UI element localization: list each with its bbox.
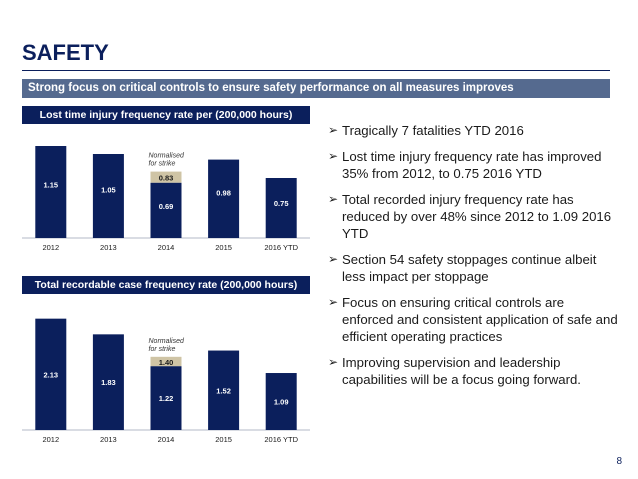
- bar-value-label: 2.13: [43, 370, 58, 379]
- bar-value-label: 0.98: [216, 189, 231, 198]
- normalised-annotation: Normalised: [149, 153, 186, 160]
- category-tick-label: 2013: [100, 243, 117, 252]
- bullet-text: Total recorded injury frequency rate has…: [342, 192, 612, 241]
- chart2-title: Total recordable case frequency rate (20…: [22, 276, 310, 294]
- normalised-annotation: Normalised: [149, 338, 186, 345]
- category-tick-label: 2014: [158, 243, 175, 252]
- bar-value-label: 1.52: [216, 386, 231, 395]
- bar-value-label: 1.09: [274, 398, 289, 407]
- category-tick-label: 2012: [42, 243, 59, 252]
- arrow-bullet-icon: ➢: [328, 149, 339, 163]
- category-tick-label: 2015: [215, 243, 232, 252]
- bullet-text: Improving supervision and leadership cap…: [342, 355, 581, 387]
- normalised-annotation: for strike: [149, 346, 176, 353]
- bar-2016-ytd: [265, 178, 297, 238]
- bullet-text: Focus on ensuring critical controls are …: [342, 295, 618, 344]
- bar-value-label: 1.83: [101, 378, 116, 387]
- bullet-text: Lost time injury frequency rate has impr…: [342, 149, 602, 181]
- arrow-bullet-icon: ➢: [328, 355, 339, 369]
- bar-value-label: 1.15: [43, 181, 58, 190]
- chart1-title: Lost time injury frequency rate per (200…: [22, 106, 310, 124]
- normalised-value-label: 0.83: [159, 174, 174, 183]
- bar-value-label: 0.75: [274, 199, 289, 208]
- bullet-text: Section 54 safety stoppages continue alb…: [342, 252, 597, 284]
- bullet-text: Tragically 7 fatalities YTD 2016: [342, 123, 524, 138]
- category-tick-label: 2014: [158, 435, 175, 444]
- summary-banner: Strong focus on critical controls to ens…: [22, 79, 610, 98]
- bar-value-label: 1.22: [159, 394, 174, 403]
- arrow-bullet-icon: ➢: [328, 295, 339, 309]
- arrow-bullet-icon: ➢: [328, 192, 339, 206]
- bullet-item: ➢ Tragically 7 fatalities YTD 2016: [328, 122, 618, 139]
- bar-2015: [208, 350, 240, 430]
- category-tick-label: 2016 YTD: [264, 243, 298, 252]
- arrow-bullet-icon: ➢: [328, 252, 339, 266]
- bar-2015: [208, 159, 240, 238]
- bullet-item: ➢ Improving supervision and leadership ca…: [328, 354, 618, 388]
- page-title: SAFETY: [22, 40, 109, 65]
- category-tick-label: 2015: [215, 435, 232, 444]
- normalised-bar-segment: [150, 171, 182, 183]
- bullet-item: ➢ Focus on ensuring critical controls are…: [328, 294, 618, 345]
- page-number: 8: [616, 456, 622, 467]
- normalised-annotation: for strike: [149, 161, 176, 168]
- arrow-bullet-icon: ➢: [328, 123, 339, 137]
- category-tick-label: 2016 YTD: [264, 435, 298, 444]
- bullet-list: ➢ Tragically 7 fatalities YTD 2016 ➢ Lost t…: [328, 122, 618, 397]
- bar-2013: [92, 154, 124, 238]
- bar-value-label: 0.69: [159, 202, 174, 211]
- category-tick-label: 2013: [100, 435, 117, 444]
- bar-2012: [35, 146, 67, 238]
- bar-2016-ytd: [265, 373, 297, 430]
- bar-value-label: 1.05: [101, 185, 116, 194]
- bullet-item: ➢ Lost time injury frequency rate has imp…: [328, 148, 618, 182]
- title-rule: [22, 70, 610, 71]
- category-tick-label: 2012: [42, 435, 59, 444]
- normalised-value-label: 1.40: [159, 358, 174, 367]
- bar-2014: [150, 366, 182, 430]
- bar-2012: [35, 318, 67, 430]
- normalised-bar-segment: [150, 356, 182, 367]
- bullet-item: ➢ Total recorded injury frequency rate ha…: [328, 191, 618, 242]
- bullet-item: ➢ Section 54 safety stoppages continue al…: [328, 251, 618, 285]
- bar-2014: [150, 182, 182, 238]
- bar-2013: [92, 334, 124, 430]
